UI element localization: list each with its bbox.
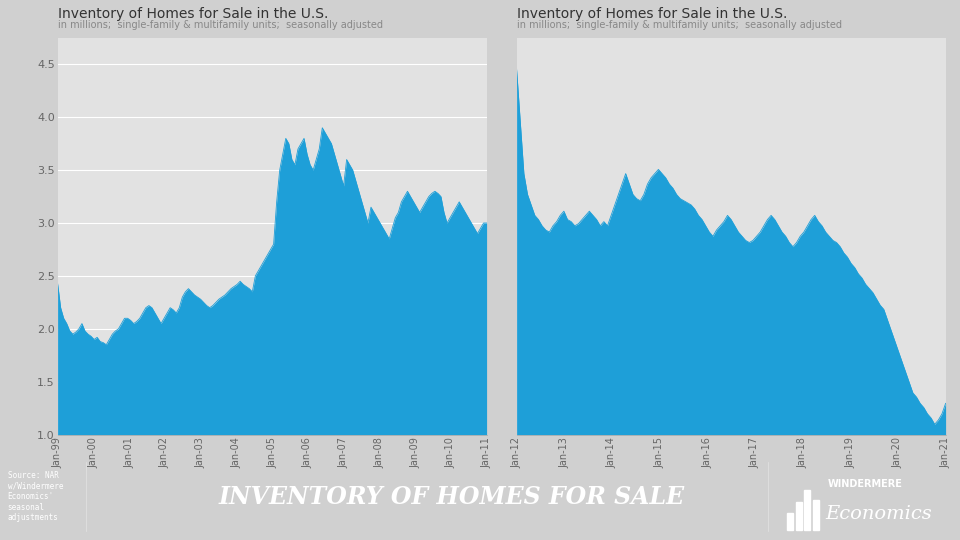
Bar — [787, 513, 793, 530]
Text: INVENTORY OF HOMES FOR SALE: INVENTORY OF HOMES FOR SALE — [218, 485, 684, 509]
Text: in millions;  single-family & multifamily units;  seasonally adjusted: in millions; single-family & multifamily… — [58, 20, 383, 30]
Text: in millions;  single-family & multifamily units;  seasonally adjusted: in millions; single-family & multifamily… — [516, 20, 842, 30]
Text: Source: NAR
w/Windermere
Economics'
seasonal
adjustments: Source: NAR w/Windermere Economics' seas… — [8, 471, 63, 522]
Bar — [813, 500, 819, 530]
Text: Economics: Economics — [826, 505, 932, 523]
Text: WINDERMERE: WINDERMERE — [828, 479, 902, 489]
Text: Inventory of Homes for Sale in the U.S.: Inventory of Homes for Sale in the U.S. — [516, 8, 787, 22]
Text: Inventory of Homes for Sale in the U.S.: Inventory of Homes for Sale in the U.S. — [58, 8, 328, 22]
Bar — [804, 490, 810, 530]
Bar — [796, 502, 802, 530]
